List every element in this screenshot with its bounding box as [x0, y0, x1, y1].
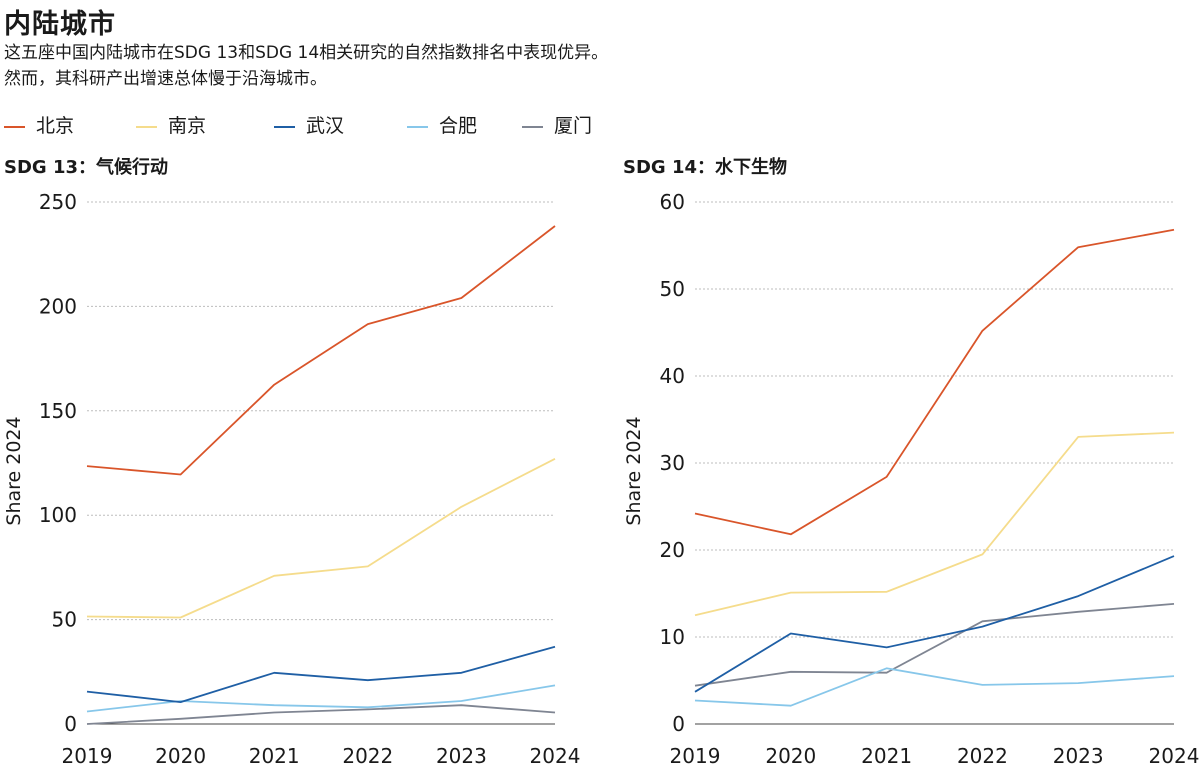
series-line — [694, 228, 1175, 536]
x-tick-label: 2019 — [670, 744, 721, 768]
y-tick-label: 200 — [39, 294, 77, 318]
y-tick-label: 40 — [660, 364, 685, 388]
x-tick-label: 2021 — [249, 744, 300, 768]
series-line — [86, 457, 556, 619]
series-line — [86, 684, 556, 713]
legend-swatch — [274, 126, 295, 128]
x-tick-label: 2019 — [62, 744, 113, 768]
series-line — [694, 431, 1175, 617]
legend-swatch — [522, 126, 543, 128]
panel-title: SDG 13：气候行动 — [4, 156, 168, 178]
x-tick-label: 2023 — [436, 744, 487, 768]
series-line — [694, 555, 1175, 693]
x-tick-label: 2020 — [765, 744, 816, 768]
legend-label: 厦门 — [554, 115, 593, 137]
subtitle-line-1: 这五座中国内陆城市在SDG 13和SDG 14相关研究的自然指数排名中表现优异。 — [4, 43, 609, 63]
x-tick-label: 2020 — [155, 744, 206, 768]
legend-swatch — [407, 126, 428, 128]
series-line — [86, 704, 556, 725]
series-line — [694, 667, 1175, 707]
series-line — [694, 603, 1175, 687]
legend-label: 南京 — [168, 115, 207, 137]
y-axis-label: Share 2024 — [623, 416, 645, 525]
subtitle-line-2: 然而，其科研产出增速总体慢于沿海城市。 — [4, 69, 327, 89]
legend-swatch — [4, 126, 25, 128]
legend-swatch — [136, 126, 157, 128]
y-tick-label: 50 — [660, 277, 685, 301]
y-tick-label: 250 — [39, 190, 77, 214]
y-tick-label: 10 — [660, 625, 685, 649]
legend-label: 北京 — [36, 115, 75, 137]
page-title: 内陆城市 — [4, 9, 116, 40]
y-axis-label: Share 2024 — [3, 416, 25, 525]
x-tick-label: 2023 — [1053, 744, 1104, 768]
x-tick-label: 2022 — [957, 744, 1008, 768]
y-tick-label: 20 — [660, 538, 685, 562]
series-line — [86, 225, 556, 476]
panel-title: SDG 14：水下生物 — [623, 156, 787, 178]
x-tick-label: 2024 — [530, 744, 581, 768]
y-tick-label: 0 — [672, 712, 685, 736]
y-tick-label: 60 — [660, 190, 685, 214]
x-tick-label: 2024 — [1149, 744, 1200, 768]
y-tick-label: 0 — [64, 712, 77, 736]
y-tick-label: 100 — [39, 503, 77, 527]
page-subtitle: 这五座中国内陆城市在SDG 13和SDG 14相关研究的自然指数排名中表现优异。… — [4, 40, 608, 92]
y-tick-label: 50 — [52, 608, 77, 632]
series-line — [86, 645, 556, 703]
legend-label: 合肥 — [439, 115, 478, 137]
x-tick-label: 2022 — [342, 744, 393, 768]
y-tick-label: 150 — [39, 399, 77, 423]
legend-label: 武汉 — [306, 115, 345, 137]
y-tick-label: 30 — [660, 451, 685, 475]
x-tick-label: 2021 — [861, 744, 912, 768]
